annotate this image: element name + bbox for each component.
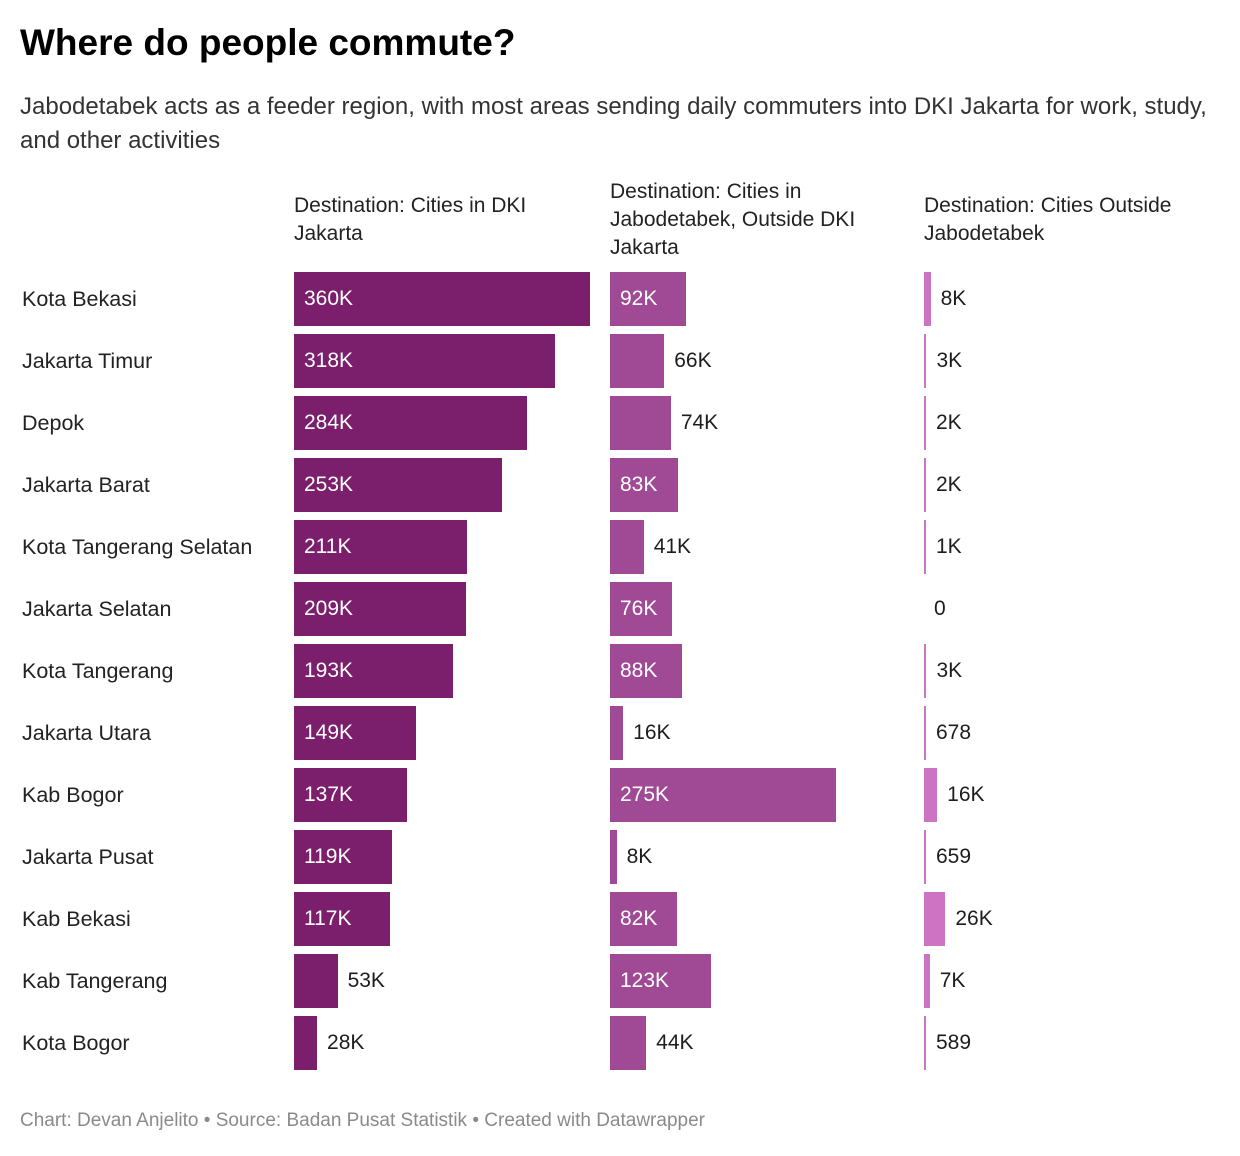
row-label: Jakarta Selatan	[22, 597, 172, 621]
row-label: Kab Tangerang	[22, 969, 168, 993]
value-label: 8K	[626, 845, 653, 868]
row-label: Jakarta Barat	[22, 473, 150, 497]
bar	[294, 334, 556, 388]
value-label: 26K	[955, 907, 993, 930]
value-label: 284K	[304, 411, 354, 434]
value-label: 193K	[304, 659, 354, 682]
value-label: 88K	[620, 659, 658, 682]
bar	[610, 334, 665, 388]
column-header: Destination: Cities in DKI Jakarta	[294, 178, 584, 262]
bar	[294, 768, 407, 822]
value-label: 28K	[327, 1031, 365, 1054]
column-header: Destination: Cities Outside Jabodetabek	[924, 178, 1214, 262]
value-label: 678	[936, 721, 972, 744]
value-label: 659	[936, 845, 972, 868]
bar	[610, 520, 644, 574]
bar	[924, 706, 926, 760]
value-label: 117K	[304, 907, 352, 930]
row-label: Jakarta Timur	[22, 349, 153, 373]
bar	[610, 768, 837, 822]
value-label: 0	[934, 597, 946, 620]
bar	[294, 582, 466, 636]
bar	[924, 520, 926, 574]
value-label: 119K	[304, 845, 352, 868]
bar	[294, 954, 338, 1008]
value-label: 83K	[620, 473, 658, 496]
chart-subtitle: Jabodetabek acts as a feeder region, wit…	[20, 93, 1207, 154]
row-label: Kab Bogor	[22, 783, 124, 807]
value-label: 137K	[304, 783, 354, 806]
row-label: Kab Bekasi	[22, 907, 131, 931]
value-label: 123K	[620, 969, 670, 992]
bar	[924, 272, 931, 326]
bar	[610, 582, 673, 636]
bar	[924, 830, 926, 884]
value-label: 76K	[620, 597, 658, 620]
value-label: 3K	[936, 349, 963, 372]
value-label: 74K	[680, 411, 719, 434]
column-header-text: Destination: Cities in DKI Jakarta	[294, 194, 527, 245]
value-label: 7K	[939, 969, 966, 992]
column-header: Destination: Cities in Jabodetabek, Outs…	[610, 178, 900, 262]
bar	[610, 892, 678, 946]
bar	[610, 396, 671, 450]
value-label: 66K	[674, 349, 712, 372]
bar	[924, 458, 926, 512]
value-label: 16K	[947, 783, 985, 806]
bar	[610, 458, 679, 512]
row-label: Kota Tangerang	[22, 659, 174, 683]
value-label: 16K	[633, 721, 671, 744]
value-label: 8K	[940, 287, 967, 310]
value-label: 589	[936, 1031, 972, 1054]
row-label: Depok	[22, 411, 85, 435]
row-label: Jakarta Utara	[22, 721, 152, 745]
value-label: 82K	[620, 907, 658, 930]
value-label: 253K	[304, 473, 354, 496]
bar	[924, 892, 946, 946]
column-header-text: Destination: Cities Outside Jabodetabek	[924, 194, 1172, 245]
bar	[924, 396, 926, 450]
bar	[294, 272, 590, 326]
value-label: 209K	[304, 597, 354, 620]
bar	[294, 1016, 318, 1070]
row-label: Kota Bekasi	[22, 287, 137, 311]
value-label: 275K	[620, 783, 670, 806]
chart-footer: Chart: Devan Anjelito • Source: Badan Pu…	[20, 1110, 705, 1131]
bar	[924, 954, 930, 1008]
value-label: 53K	[347, 969, 385, 992]
value-label: 92K	[620, 287, 658, 310]
bar	[294, 644, 453, 698]
value-label: 3K	[936, 659, 963, 682]
value-label: 2K	[936, 473, 962, 496]
row-label: Kota Tangerang Selatan	[22, 535, 253, 559]
row-label: Kota Bogor	[22, 1031, 130, 1055]
row-label: Jakarta Pusat	[22, 845, 154, 869]
chart-title: Where do people commute?	[20, 22, 516, 63]
value-label: 149K	[304, 721, 354, 744]
bar	[294, 520, 468, 574]
bar	[294, 458, 502, 512]
value-label: 360K	[304, 287, 354, 310]
bar	[924, 334, 927, 388]
bar	[610, 272, 686, 326]
bar	[610, 706, 624, 760]
value-label: 2K	[936, 411, 962, 434]
bar	[924, 644, 927, 698]
bar	[294, 830, 392, 884]
value-label: 44K	[656, 1031, 694, 1054]
value-label: 41K	[653, 535, 692, 558]
value-label: 1K	[936, 535, 962, 558]
bar	[924, 768, 938, 822]
bar	[610, 1016, 647, 1070]
column-header-text: Destination: Cities in Jabodetabek, Outs…	[610, 180, 856, 259]
value-label: 318K	[304, 349, 354, 372]
value-label: 211K	[304, 535, 352, 558]
bar	[610, 830, 617, 884]
bar	[294, 706, 417, 760]
bar	[294, 396, 528, 450]
bar	[610, 644, 683, 698]
bar	[924, 1016, 926, 1070]
bar	[610, 954, 712, 1008]
bar	[294, 892, 391, 946]
